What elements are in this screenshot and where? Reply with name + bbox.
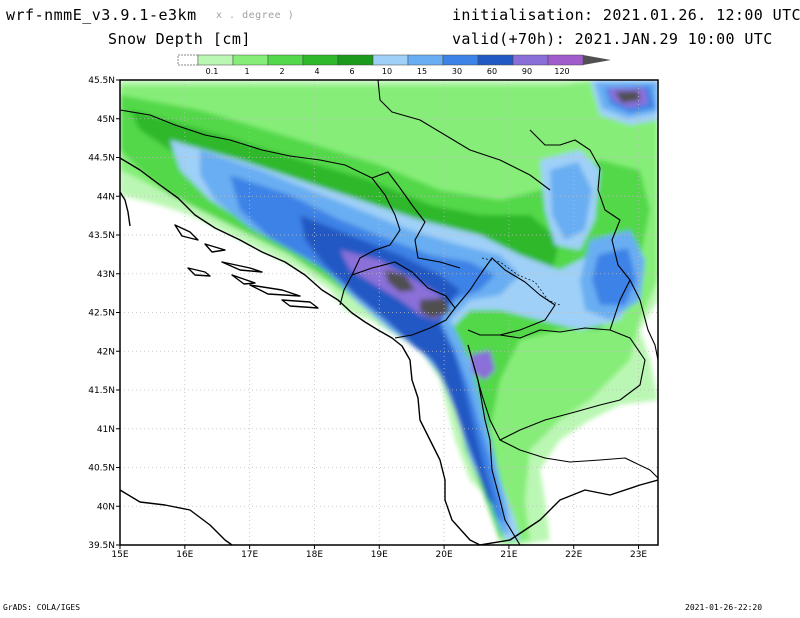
x-tick-label: 21E xyxy=(500,550,517,560)
colorbar-level-label: 15 xyxy=(417,67,427,76)
colorbar-level-label: 90 xyxy=(522,67,532,76)
footer-credit: GrADS: COLA/IGES xyxy=(3,603,81,612)
snow-area-120 xyxy=(420,298,450,318)
kosovo-dashed-border xyxy=(481,257,561,306)
colorbar-level-label: 2 xyxy=(279,67,284,76)
snow-area-10 xyxy=(200,150,520,535)
colorbar-swatch xyxy=(302,54,339,66)
y-tick-label: 39.5N xyxy=(88,541,115,551)
x-tick-label: 19E xyxy=(371,550,388,560)
snow-area-30 xyxy=(300,215,495,505)
colorbar-swatch xyxy=(407,54,444,66)
init-value: 2021.01.26. 12:00 UTC xyxy=(602,6,800,24)
colorbar-level-label: 0.1 xyxy=(206,67,219,76)
valid-value: 2021.JAN.29 10:00 UTC xyxy=(574,30,773,48)
y-tick-label: 40.5N xyxy=(88,464,115,474)
colorbar-swatch xyxy=(197,54,234,66)
snow-depth-field xyxy=(120,80,658,545)
colorbar-swatch xyxy=(477,54,514,66)
adriatic-coast xyxy=(120,157,481,545)
colorbar-swatch xyxy=(547,54,584,66)
bulgaria-border xyxy=(609,279,631,331)
bosnia-serbia-border xyxy=(371,171,461,269)
x-tick-label: 22E xyxy=(565,550,582,560)
model-title: wrf-nmmE_v3.9.1-e3km xyxy=(6,6,197,24)
y-tick-label: 45.5N xyxy=(88,76,115,86)
init-label: initialisation: xyxy=(452,6,594,24)
variable-title: Snow Depth [cm] xyxy=(108,30,251,48)
y-tick-label: 41.5N xyxy=(88,386,115,396)
colorbar: 0.1 1 2 4 6 10 15 30 60 90 120 xyxy=(177,54,611,76)
x-tick-label: 20E xyxy=(436,550,453,560)
colorbar-swatch xyxy=(372,54,409,66)
island xyxy=(174,224,199,241)
kosovo-dashed-border xyxy=(481,257,561,306)
colorbar-swatch xyxy=(512,54,549,66)
colorbar-swatch xyxy=(337,54,374,66)
colorbar-level-label: 10 xyxy=(382,67,392,76)
island xyxy=(187,267,211,277)
footer-timestamp: 2021-01-26-22:20 xyxy=(685,603,763,612)
colorbar-level-label: 1 xyxy=(244,67,249,76)
init-time: initialisation: 2021.01.26. 12:00 UTC xyxy=(452,6,800,24)
macedonia-border xyxy=(467,327,646,441)
y-tick-label: 41N xyxy=(97,425,115,435)
colorbar-level-label: 30 xyxy=(452,67,462,76)
greece-border xyxy=(499,439,658,479)
serbia-hungary-border xyxy=(377,80,551,191)
island xyxy=(231,274,256,285)
italy-coast xyxy=(120,191,131,227)
island xyxy=(249,284,301,297)
snow-area-120 xyxy=(385,270,415,292)
y-axis: 45.5N 45N 44.5N 44N 43.5N 43N 42.5N 42N 41.5N 41N… xyxy=(88,76,120,551)
serbia-romania-border xyxy=(529,129,658,361)
country-borders xyxy=(120,80,658,545)
colorbar-level-label: 6 xyxy=(349,67,354,76)
y-tick-label: 42N xyxy=(97,347,115,357)
y-tick-label: 40N xyxy=(97,502,115,512)
colorbar-swatch xyxy=(442,54,479,66)
gridlines xyxy=(120,80,658,545)
snow-area-120 xyxy=(615,91,640,103)
colorbar-level-label: 60 xyxy=(487,67,497,76)
colorbar-swatch xyxy=(232,54,269,66)
y-tick-label: 43N xyxy=(97,270,115,280)
x-tick-label: 23E xyxy=(630,550,647,560)
x-tick-label: 18E xyxy=(306,550,323,560)
colorbar-swatch xyxy=(267,54,304,66)
y-tick-label: 44.5N xyxy=(88,154,115,164)
x-tick-label: 17E xyxy=(241,550,258,560)
albania-border xyxy=(467,344,521,545)
y-tick-label: 44N xyxy=(97,192,115,202)
x-axis: 15E 16E 17E 18E 19E 20E 21E 22E 23E xyxy=(111,545,647,560)
island xyxy=(204,243,226,253)
montenegro-border xyxy=(351,261,456,339)
x-tick-label: 15E xyxy=(111,550,128,560)
valid-time: valid(+70h): 2021.JAN.29 10:00 UTC xyxy=(452,30,773,48)
snow-area-15 xyxy=(230,175,505,525)
colorbar-level-label: 120 xyxy=(554,67,569,76)
model-suffix: x . degree ) xyxy=(216,10,295,21)
valid-label: valid(+70h): xyxy=(452,30,566,48)
y-tick-label: 42.5N xyxy=(88,309,115,319)
x-tick-label: 16E xyxy=(176,550,193,560)
island xyxy=(281,299,319,309)
snow-area-10 xyxy=(550,162,592,240)
y-tick-label: 45N xyxy=(97,115,115,125)
italy-coast xyxy=(120,489,233,545)
island xyxy=(221,261,263,273)
y-tick-label: 43.5N xyxy=(88,231,115,241)
colorbar-above-arrow xyxy=(583,55,611,65)
colorbar-below-box xyxy=(177,54,199,66)
colorbar-level-label: 4 xyxy=(314,67,319,76)
